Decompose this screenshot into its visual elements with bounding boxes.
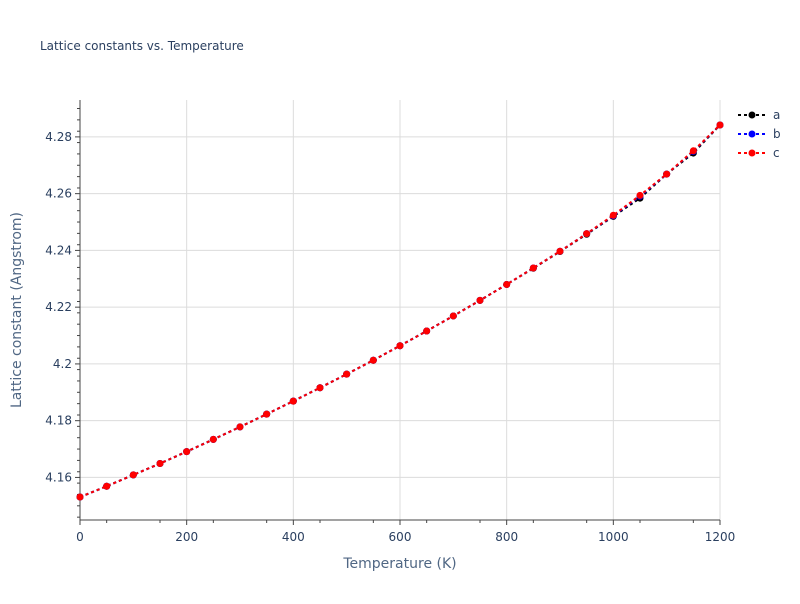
legend-label: c	[773, 146, 780, 160]
x-tick-label: 1000	[598, 530, 629, 544]
data-point-c[interactable]	[396, 342, 404, 350]
data-point-c[interactable]	[76, 493, 84, 501]
data-point-c[interactable]	[423, 327, 431, 335]
legend-label: b	[773, 127, 781, 141]
data-point-c[interactable]	[236, 423, 244, 431]
legend[interactable]: abc	[738, 108, 781, 160]
y-tick-label: 4.24	[45, 243, 72, 257]
x-tick-label: 400	[282, 530, 305, 544]
data-point-c[interactable]	[503, 280, 511, 288]
x-axis-title: Temperature (K)	[342, 556, 456, 572]
data-point-c[interactable]	[449, 312, 457, 320]
data-point-c[interactable]	[103, 482, 111, 490]
data-point-c[interactable]	[183, 448, 191, 456]
legend-swatch-marker	[748, 149, 756, 157]
x-tick-label: 800	[495, 530, 518, 544]
x-tick-label: 1200	[705, 530, 736, 544]
data-point-c[interactable]	[369, 356, 377, 364]
y-tick-label: 4.16	[45, 470, 72, 484]
data-point-c[interactable]	[316, 384, 324, 392]
y-tick-label: 4.2	[53, 357, 72, 371]
legend-item-b[interactable]: b	[738, 127, 781, 141]
x-tick-label: 200	[175, 530, 198, 544]
y-tick-label: 4.28	[45, 130, 72, 144]
legend-item-a[interactable]: a	[738, 108, 780, 122]
legend-swatch-marker	[748, 130, 756, 138]
y-axis-title: Lattice constant (Angstrom)	[9, 212, 25, 408]
data-point-c[interactable]	[689, 147, 697, 155]
data-point-c[interactable]	[263, 410, 271, 418]
data-point-c[interactable]	[663, 170, 671, 178]
data-point-c[interactable]	[156, 460, 164, 468]
y-tick-label: 4.26	[45, 187, 72, 201]
axes: 0 200 400 600 800 1000 1200 4.16 4.18 4.2 4.22 4.24…	[45, 100, 735, 544]
chart-title: Lattice constants vs. Temperature	[40, 39, 244, 53]
data-point-c[interactable]	[556, 247, 564, 255]
series-c	[76, 121, 724, 501]
series-layer	[76, 121, 724, 501]
y-tick-label: 4.22	[45, 300, 72, 314]
data-point-c[interactable]	[289, 397, 297, 405]
data-point-c[interactable]	[129, 471, 137, 479]
data-point-c[interactable]	[636, 191, 644, 199]
data-point-c[interactable]	[209, 435, 217, 443]
y-tick-label: 4.18	[45, 414, 72, 428]
x-tick-label: 0	[76, 530, 84, 544]
data-point-c[interactable]	[476, 296, 484, 304]
data-point-c[interactable]	[529, 264, 537, 272]
data-point-c[interactable]	[583, 230, 591, 238]
legend-item-c[interactable]: c	[738, 146, 780, 160]
legend-label: a	[773, 108, 780, 122]
x-tick-label: 600	[389, 530, 412, 544]
grid-lines	[80, 100, 721, 520]
data-point-c[interactable]	[343, 370, 351, 378]
data-point-c[interactable]	[609, 211, 617, 219]
data-point-c[interactable]	[716, 121, 724, 129]
legend-swatch-marker	[748, 111, 756, 119]
